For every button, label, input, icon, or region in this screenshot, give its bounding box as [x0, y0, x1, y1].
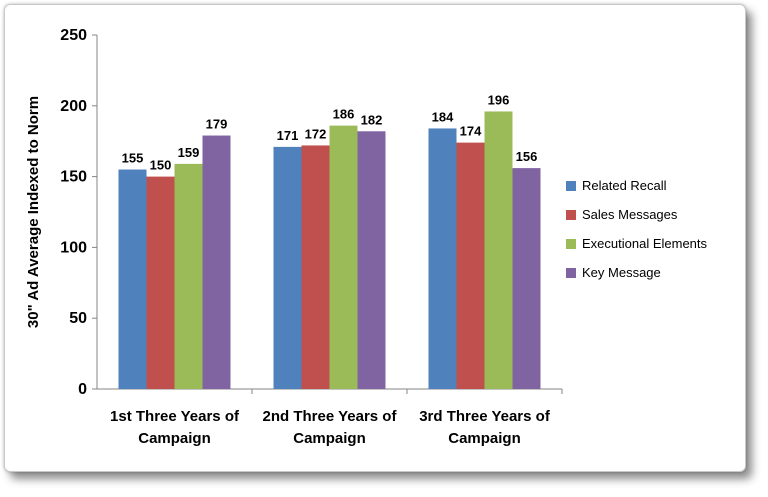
y-tick-label: 200 [60, 98, 87, 115]
bar [456, 142, 485, 389]
x-category-label: Campaign [293, 430, 366, 447]
x-category-label: Campaign [448, 430, 521, 447]
data-label: 155 [122, 151, 144, 166]
data-label: 172 [305, 126, 327, 141]
bar [118, 169, 147, 389]
legend-label: Related Recall [582, 178, 667, 193]
legend-swatch [566, 268, 576, 278]
bar [202, 135, 231, 389]
legend-swatch [566, 181, 576, 191]
y-tick-label: 100 [60, 239, 87, 256]
bar [512, 168, 541, 389]
bar [146, 176, 175, 389]
data-label: 150 [150, 158, 172, 173]
x-category-label: Campaign [138, 430, 211, 447]
bar [357, 131, 386, 389]
data-label: 159 [178, 145, 200, 160]
bar [329, 125, 358, 390]
legend-label: Key Message [582, 265, 661, 280]
x-category-label: 1st Three Years of [110, 408, 240, 425]
legend-swatch [566, 239, 576, 249]
bar [273, 146, 302, 389]
data-label: 171 [277, 128, 299, 143]
bar [174, 163, 203, 389]
data-label: 184 [432, 109, 454, 124]
legend-swatch [566, 210, 576, 220]
data-label: 179 [206, 117, 228, 132]
data-label: 182 [361, 112, 383, 127]
bar [428, 128, 457, 389]
legend-label: Sales Messages [582, 207, 678, 222]
y-tick-label: 50 [69, 310, 87, 327]
data-label: 196 [488, 92, 510, 107]
x-category-label: 3rd Three Years of [419, 408, 551, 425]
axes: 0 50 100 150 200 250 1st Three Years of Campaig… [60, 27, 563, 447]
bar [301, 145, 330, 389]
legend: Related Recall Sales Messages Executional … [566, 178, 708, 280]
x-category-label: 2nd Three Years of [263, 408, 398, 425]
bar [484, 111, 513, 390]
bars: 155 150 159 179 171 172 186 182 184 174 196 156 [118, 92, 541, 390]
y-axis-title: 30" Ad Average Indexed to Norm [25, 96, 42, 328]
data-label: 186 [333, 107, 355, 122]
legend-label: Executional Elements [582, 236, 708, 251]
y-tick-label: 0 [78, 381, 87, 398]
data-label: 174 [460, 124, 482, 139]
data-label: 156 [516, 149, 538, 164]
y-tick-label: 150 [60, 169, 87, 186]
y-tick-label: 250 [60, 27, 87, 44]
